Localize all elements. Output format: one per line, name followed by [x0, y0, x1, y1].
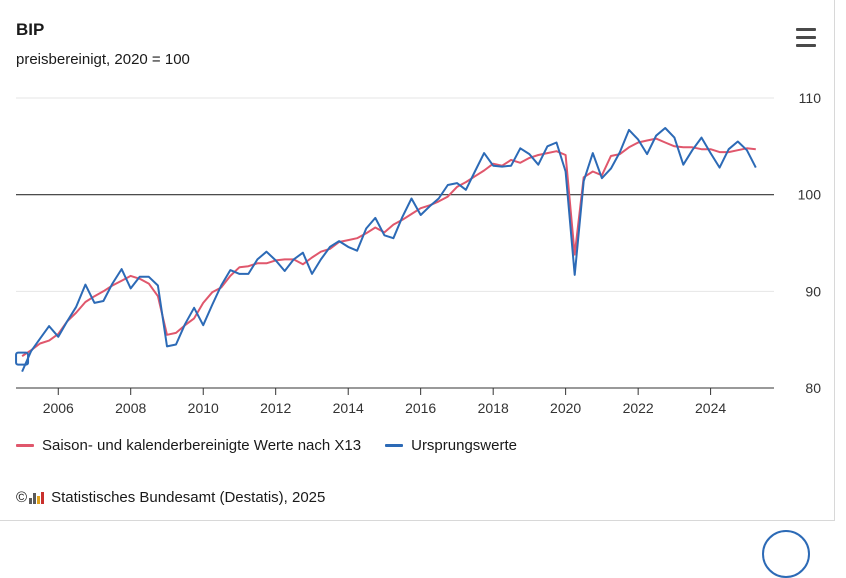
x-tick-label: 2006: [43, 400, 74, 416]
menu-bar: [796, 28, 816, 31]
series-line-ursprung: [21, 127, 757, 373]
credits[interactable]: © Statistisches Bundesamt (Destatis), 20…: [16, 489, 325, 506]
chart-title: BIP: [16, 20, 45, 39]
partial-circle-icon: [762, 530, 810, 578]
legend-item-ursprung[interactable]: Ursprungswerte: [385, 437, 517, 454]
legend-swatch: [16, 444, 34, 447]
x-tick-label: 2014: [333, 400, 364, 416]
hamburger-menu-icon[interactable]: [792, 28, 820, 52]
y-tick-label: 80: [805, 380, 821, 396]
legend-label: Ursprungswerte: [411, 437, 517, 454]
y-axis: 80 90 100 110: [798, 90, 822, 396]
x-tick-label: 2020: [550, 400, 581, 416]
legend-label: Saison- und kalenderbereinigte Werte nac…: [42, 437, 362, 454]
credits-text: Statistisches Bundesamt (Destatis), 2025: [51, 489, 326, 506]
destatis-bar-logo-icon: [29, 491, 45, 504]
x-tick-label: 2016: [405, 400, 436, 416]
x-tick-label: 2018: [478, 400, 509, 416]
chart-subtitle: preisbereinigt, 2020 = 100: [16, 51, 190, 68]
x-tick-label: 2012: [260, 400, 291, 416]
x-tick-label: 2022: [623, 400, 654, 416]
x-tick-label: 2010: [188, 400, 219, 416]
copyright-symbol: ©: [16, 489, 28, 506]
y-tick-label: 90: [805, 283, 821, 299]
x-tick-label: 2008: [115, 400, 146, 416]
grid-lines: [16, 97, 774, 292]
series-line-x13: [21, 137, 756, 357]
legend-item-x13[interactable]: Saison- und kalenderbereinigte Werte nac…: [16, 437, 361, 454]
x-tick-label: 2024: [695, 400, 726, 416]
y-tick-label: 100: [798, 187, 822, 203]
menu-bar: [796, 44, 816, 47]
menu-bar: [796, 36, 816, 39]
chart-container: [0, 0, 835, 521]
x-axis: 2006 2008 2010 2012 2014 2016 2018 2020 2022 2024: [16, 387, 774, 416]
chart-legend: Saison- und kalenderbereinigte Werte nac…: [16, 437, 541, 454]
y-tick-label: 110: [799, 90, 822, 106]
point-marker: [15, 351, 30, 366]
legend-swatch: [385, 444, 404, 447]
series-group: [15, 127, 757, 373]
